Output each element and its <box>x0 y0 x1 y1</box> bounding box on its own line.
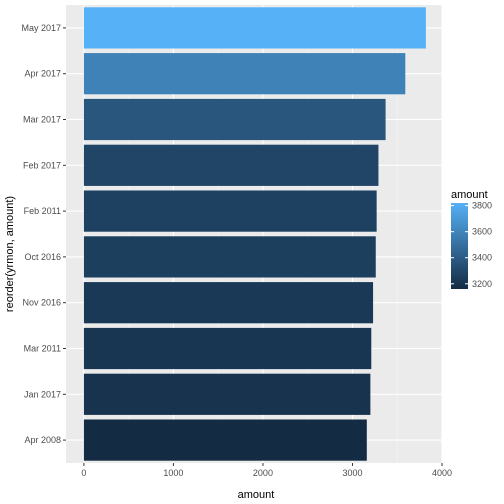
y-tick-label: Feb 2011 <box>24 206 61 216</box>
x-tick-label: 2000 <box>253 468 273 478</box>
bar <box>83 144 379 186</box>
y-tick-label: Mar 2011 <box>24 344 61 354</box>
y-tick-label: May 2017 <box>21 23 61 33</box>
y-tick-label: Apr 2008 <box>24 435 61 445</box>
legend-tick-label: 3600 <box>472 227 492 237</box>
y-tick-label: Oct 2016 <box>24 252 61 262</box>
bar <box>83 373 371 415</box>
x-tick-label: 4000 <box>432 468 452 478</box>
bar <box>83 236 376 278</box>
bar <box>83 327 372 370</box>
bar <box>83 190 377 232</box>
legend-tick-label: 3800 <box>472 201 492 211</box>
legend: amount 3200 3400 3600 3800 <box>451 189 492 289</box>
y-tick-label: Jan 2017 <box>24 389 61 399</box>
legend-tick-label: 3400 <box>472 253 492 263</box>
legend-title: amount <box>451 189 488 201</box>
y-tick-label: Apr 2017 <box>24 69 61 79</box>
y-axis-title: reorder(yrmon, amount) <box>4 196 16 312</box>
bar <box>83 419 367 461</box>
bar <box>83 53 406 95</box>
y-tick-label: Feb 2017 <box>23 160 61 170</box>
x-tick-label: 3000 <box>342 468 362 478</box>
bar <box>83 282 374 324</box>
bar <box>83 98 386 141</box>
y-tick-label: Nov 2016 <box>22 298 61 308</box>
y-tick-label: Mar 2017 <box>23 115 61 125</box>
legend-colorbar <box>451 203 468 289</box>
bar <box>83 7 426 49</box>
legend-tick-label: 3200 <box>472 279 492 289</box>
x-tick-label: 1000 <box>163 468 183 478</box>
x-tick-label: 0 <box>81 468 86 478</box>
x-axis-title: amount <box>238 489 275 501</box>
